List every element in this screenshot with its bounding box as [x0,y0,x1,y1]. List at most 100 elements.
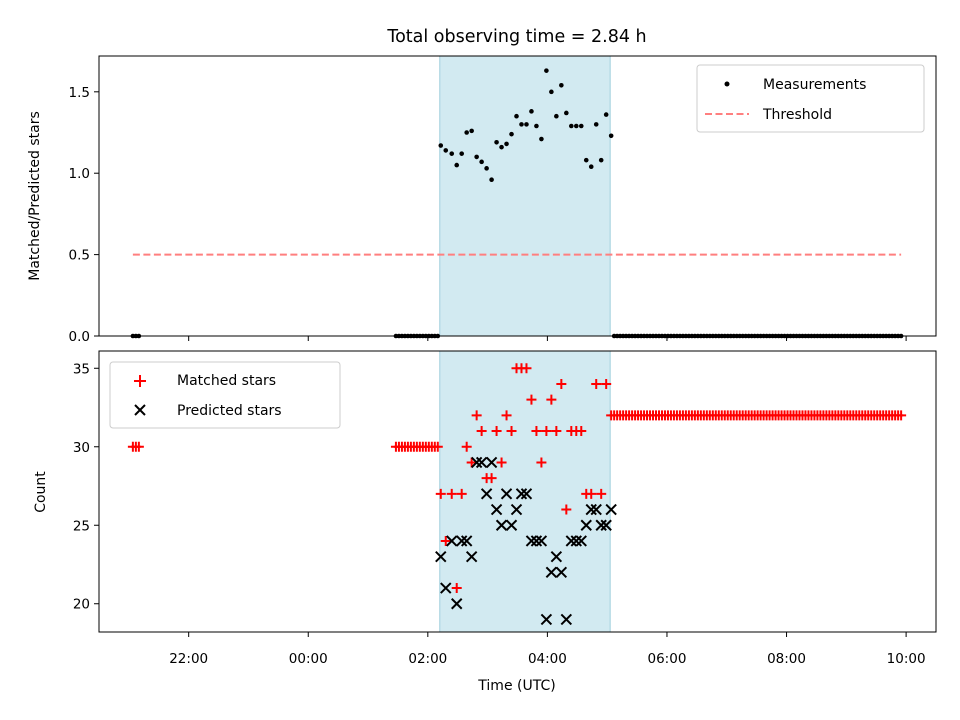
measurement-point [499,144,504,150]
measurement-point [449,151,455,156]
top-legend: Measurements Threshold [696,64,925,133]
predicted-star-point [525,535,538,547]
predicted-star-point [580,519,592,531]
bottom-legend: Matched stars Predicted stars [109,361,341,429]
measurement-point [564,110,569,116]
matched-star-point [471,410,482,421]
matched-star-point [496,457,507,468]
y-tick-label: 30 [73,440,90,456]
predicted-star-point [446,535,458,547]
measurement-point [573,123,579,129]
y-tick-label: 1.5 [69,85,90,101]
measurement-point [539,136,544,142]
top-panel: 0.0 0.5 1.0 1.5 Matched/Predicted stars Mea… [27,55,937,345]
matched-star-point [486,473,497,484]
matched-star-point [506,426,517,437]
measurement-point [509,131,514,137]
chart-title: Total observing time = 2.84 h [386,27,646,47]
predicted-star-point [465,550,478,563]
matched-star-point [133,441,144,452]
measurement-point [593,122,599,127]
y-tick-label: 35 [73,361,90,377]
matched-star-point [526,394,537,405]
matched-star-point [596,488,607,499]
matched-star-point [586,488,597,499]
bottom-axes-frame [98,350,937,633]
top-y-ticks: 0.0 0.5 1.0 1.5 [69,85,907,345]
measurement-point [443,148,449,153]
y-tick-label: 25 [73,518,90,534]
predicted-star-point [475,456,488,469]
top-y-axis-label: Matched/Predicted stars [27,111,43,281]
matched-star-point [546,394,557,405]
legend-predicted-label: Predicted stars [177,403,282,419]
matched-star-point [432,441,443,452]
matched-star-point [896,410,907,421]
legend-predicted-marker [134,404,146,416]
predicted-star-point [550,550,563,563]
matched-star-point [521,363,532,374]
matched-star-point [561,504,572,515]
matched-star-point [501,410,512,421]
measurement-point [549,89,554,95]
matched-star-point [451,583,462,594]
matched-star-point [591,378,602,389]
bottom-y-axis-label: Count [33,471,49,513]
measurement-point [554,113,559,119]
measurement-point [494,139,499,145]
matched-star-point [446,488,457,499]
x-tick-label: 08:00 [767,651,806,667]
measurement-point [578,123,584,129]
predicted-star-point [440,582,452,594]
predicted-star-point [540,613,553,626]
bottom-marks [127,363,907,626]
predicted-star-point [575,535,587,547]
measurement-point [454,162,460,168]
predicted-star-point [565,535,578,547]
matched-star-point [551,426,562,437]
measurement-point [603,112,609,117]
x-tick-label: 06:00 [648,651,687,667]
matched-star-point [531,426,542,437]
y-tick-label: 0.0 [69,329,90,345]
predicted-star-point [460,535,473,547]
matched-star-point [576,426,587,437]
predicted-star-point [480,488,493,500]
predicted-star-point [505,519,518,531]
predicted-star-point [560,613,573,626]
measurement-point [583,157,589,163]
measurement-point [469,128,474,134]
predicted-star-point [530,535,543,547]
predicted-star-point [510,503,523,516]
matched-star-point [456,488,467,499]
matched-star-point [491,426,502,437]
predicted-star-point [595,519,607,531]
bottom-legend-box [109,361,341,429]
measurement-point [464,130,469,135]
bottom-y-ticks: 20 25 30 35 [73,361,99,613]
matched-star-point [536,457,547,468]
predicted-star-point [495,519,508,531]
measurement-point [588,164,594,169]
predicted-star-point [515,488,528,500]
predicted-star-point [455,535,468,547]
predicted-star-point [500,488,513,500]
measurement-point [484,166,489,171]
x-ticks: 22:00 00:00 02:00 04:00 06:00 08:00 10:00 [169,632,926,667]
measurement-point [559,83,564,88]
matched-star-point [466,457,477,468]
x-tick-label: 10:00 [887,651,926,667]
matched-star-point [601,378,612,389]
matched-star-point [440,535,451,546]
measurement-point [519,122,524,127]
predicted-star-point [470,456,483,469]
legend-measurements-label: Measurements [763,77,866,93]
matched-star-point [435,488,446,499]
measurement-point [529,109,534,114]
measurement-point [598,157,604,163]
predicted-star-point [570,535,582,547]
matched-star-point [541,426,552,437]
measurement-point [474,154,479,160]
predicted-star-point [600,519,612,531]
predicted-star-point [555,566,568,579]
